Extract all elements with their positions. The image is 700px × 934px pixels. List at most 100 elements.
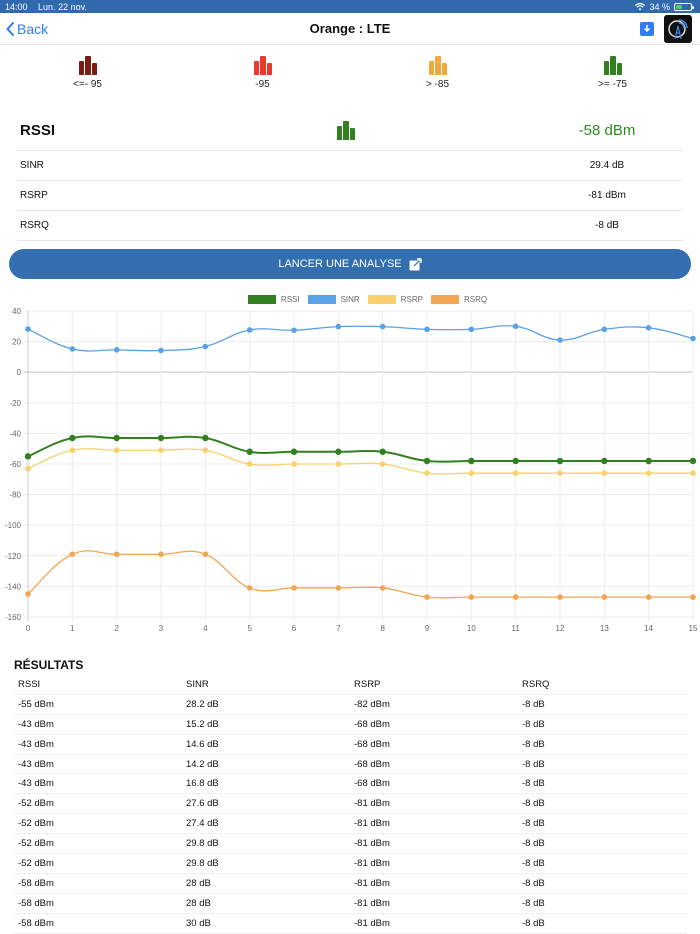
data-point[interactable] — [113, 551, 120, 558]
data-point[interactable] — [158, 347, 164, 354]
data-point[interactable] — [69, 447, 76, 454]
table-cell: 28.2 dB — [186, 698, 219, 710]
chevron-left-icon — [6, 21, 14, 36]
data-point[interactable] — [246, 585, 253, 591]
data-point[interactable] — [290, 448, 298, 455]
data-point[interactable] — [246, 448, 253, 455]
signal-history-chart: 40 20 0 -20 -40 -60 -80 -100 -120 -140 -160 0 1 2 3 4 5 6… — [0, 288, 700, 638]
data-point[interactable] — [601, 457, 608, 465]
page-title: Orange : LTE — [309, 21, 391, 36]
data-point[interactable] — [379, 585, 386, 591]
svg-text:9: 9 — [425, 624, 430, 633]
data-point[interactable] — [158, 551, 164, 558]
data-point[interactable] — [291, 585, 297, 591]
data-point[interactable] — [379, 461, 386, 467]
metric-rsrp: RSRP -81 dBm — [17, 181, 683, 211]
data-point[interactable] — [69, 551, 76, 558]
data-point[interactable] — [291, 461, 297, 467]
download-button[interactable] — [640, 21, 654, 36]
data-point[interactable] — [202, 343, 209, 350]
data-point[interactable] — [689, 457, 697, 465]
data-point[interactable] — [601, 326, 608, 333]
legend-sinr[interactable]: SINR — [307, 294, 360, 304]
table-header: RSSI SINR RSRP RSRQ — [13, 675, 687, 695]
data-point[interactable] — [512, 594, 519, 600]
data-point[interactable] — [246, 461, 253, 467]
data-point[interactable] — [424, 470, 430, 476]
data-point[interactable] — [379, 323, 386, 330]
data-point[interactable] — [379, 448, 386, 455]
data-point[interactable] — [424, 326, 430, 333]
data-point[interactable] — [645, 325, 652, 331]
signal-bars-icon — [253, 56, 272, 75]
data-point[interactable] — [557, 594, 563, 600]
data-point[interactable] — [423, 457, 431, 465]
data-point[interactable] — [25, 326, 31, 332]
table-cell: -58 dBm — [18, 917, 54, 929]
table-row: -52 dBm 27.4 dB -81 dBm -8 dB — [13, 814, 687, 835]
data-point[interactable] — [601, 594, 608, 600]
table-cell: 28 dB — [186, 897, 211, 909]
data-point[interactable] — [512, 470, 519, 476]
data-point[interactable] — [424, 594, 430, 600]
data-point[interactable] — [202, 434, 209, 442]
data-point[interactable] — [556, 457, 564, 465]
data-point[interactable] — [690, 594, 696, 600]
svg-text:-80: -80 — [9, 491, 21, 500]
data-point[interactable] — [335, 461, 342, 467]
data-point[interactable] — [557, 337, 563, 343]
data-point[interactable] — [157, 434, 165, 442]
data-point[interactable] — [512, 457, 519, 465]
back-button[interactable]: Back — [6, 21, 48, 37]
series-line-rsrq — [27, 550, 693, 599]
data-point[interactable] — [246, 327, 253, 333]
data-point[interactable] — [113, 434, 120, 442]
launch-analysis-button[interactable]: LANCER UNE ANALYSE — [9, 249, 691, 279]
data-point[interactable] — [69, 346, 76, 352]
data-point[interactable] — [113, 347, 120, 353]
data-point[interactable] — [24, 453, 32, 460]
data-point[interactable] — [202, 551, 209, 558]
table-row: -52 dBm 29.8 dB -81 dBm -8 dB — [13, 854, 687, 874]
data-point[interactable] — [690, 470, 696, 476]
svg-text:7: 7 — [336, 624, 341, 633]
data-point[interactable] — [335, 323, 342, 330]
svg-text:6: 6 — [292, 624, 297, 633]
svg-text:4: 4 — [203, 624, 208, 633]
signal-level-legend: <=- 95 -95 > -85 >= -75 — [0, 45, 700, 105]
data-point[interactable] — [468, 470, 475, 476]
svg-text:3: 3 — [159, 624, 164, 633]
data-point[interactable] — [335, 585, 342, 591]
legend-rsrp[interactable]: RSRP — [367, 294, 423, 304]
table-cell: -8 dB — [522, 877, 545, 889]
legend-rsrq[interactable]: RSRQ — [430, 294, 487, 304]
data-point[interactable] — [690, 335, 696, 342]
table-cell: 14.2 dB — [186, 758, 219, 770]
svg-text:11: 11 — [512, 624, 521, 633]
signal-level-weak: -95 — [203, 56, 323, 105]
data-point[interactable] — [645, 594, 652, 600]
data-point[interactable] — [468, 457, 475, 465]
legend-rssi[interactable]: RSSI — [247, 294, 300, 304]
app-logo[interactable] — [664, 14, 692, 43]
data-point[interactable] — [25, 465, 31, 472]
data-point[interactable] — [158, 447, 164, 454]
data-point[interactable] — [601, 470, 608, 476]
data-point[interactable] — [69, 434, 76, 442]
data-point[interactable] — [25, 591, 31, 597]
data-point[interactable] — [645, 470, 652, 476]
data-point[interactable] — [468, 594, 475, 600]
external-link-icon — [409, 257, 422, 270]
data-point[interactable] — [335, 448, 342, 455]
data-point[interactable] — [113, 447, 120, 454]
data-point[interactable] — [512, 323, 519, 330]
series-line-rssi — [27, 435, 693, 463]
data-point[interactable] — [291, 327, 297, 334]
data-point[interactable] — [645, 457, 652, 465]
data-point[interactable] — [202, 447, 209, 454]
data-point[interactable] — [557, 470, 563, 476]
table-cell: -8 dB — [522, 917, 545, 929]
table-cell: -8 dB — [522, 778, 545, 790]
data-point[interactable] — [468, 326, 475, 333]
